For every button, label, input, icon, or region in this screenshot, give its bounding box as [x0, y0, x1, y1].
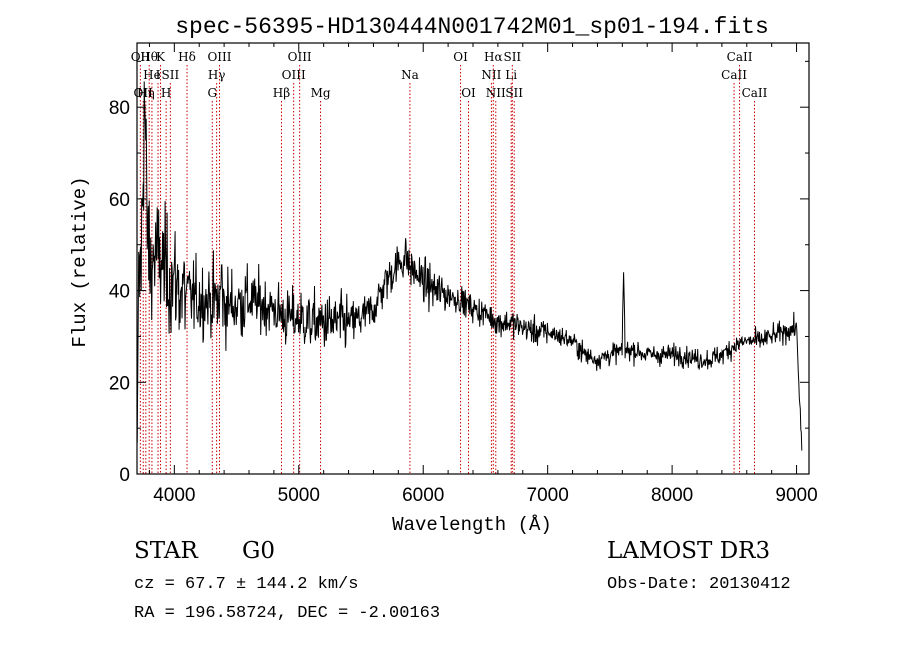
redshift-velocity: cz = 67.7 ± 144.2 km/s	[134, 575, 359, 594]
line-marker-label: Hα	[484, 50, 503, 64]
y-tick-label: 60	[109, 190, 130, 211]
line-marker-label: NII	[481, 68, 501, 82]
line-marker-label: Hδ	[178, 50, 196, 64]
line-marker-label: Mg	[311, 86, 331, 100]
line-marker-label: He	[143, 68, 161, 82]
line-marker-label: Hη	[137, 86, 155, 100]
survey-name: LAMOST DR3	[607, 538, 771, 564]
y-axis-label: Flux (relative)	[69, 176, 91, 347]
x-tick-label: 6000	[402, 485, 444, 506]
line-marker-label: OII	[134, 86, 154, 100]
line-marker-label: OI	[453, 50, 468, 64]
observation-date: Obs-Date: 20130412	[607, 575, 791, 594]
emission-line-markers: OIIOIIHηHθHeIKHSIIHδGHγOIIIHβOIIIOIIIMgN…	[131, 50, 768, 474]
line-marker-label: Hθ	[140, 50, 158, 64]
spectrum-line	[136, 81, 803, 451]
line-marker-label: CaII	[721, 68, 747, 82]
x-tick-label: 7000	[527, 485, 569, 506]
line-marker-label: CaII	[742, 86, 768, 100]
chart-title: spec-56395-HD130444N001742M01_sp01-194.f…	[175, 14, 769, 40]
x-tick-label: 8000	[651, 485, 693, 506]
line-marker-label: I	[156, 68, 161, 82]
coordinates: RA = 196.58724, DEC = -2.00163	[134, 604, 441, 623]
line-marker-label: Na	[401, 68, 419, 82]
y-tick-label: 20	[109, 373, 130, 394]
line-marker-label: G	[207, 86, 217, 100]
x-tick-label: 5000	[278, 485, 320, 506]
line-marker-label: Li	[505, 68, 517, 82]
line-marker-label: OIII	[207, 50, 231, 64]
line-marker-label: OIII	[282, 68, 306, 82]
x-tick-label: 4000	[153, 485, 195, 506]
y-tick-label: 80	[109, 98, 130, 119]
line-marker-label: OIII	[288, 50, 312, 64]
line-marker-label: OI	[461, 86, 476, 100]
object-subclass: G0	[242, 538, 276, 564]
line-marker-label: OII	[131, 50, 151, 64]
y-tick-label: 0	[119, 465, 130, 486]
axes: 4000 5000 6000 7000 8000 9000 0 20 40 60 80	[109, 43, 818, 506]
y-tick-label: 40	[109, 282, 130, 303]
line-marker-label: NII	[486, 86, 506, 100]
x-tick-label: 9000	[775, 485, 817, 506]
line-marker-label: SII	[161, 68, 179, 82]
line-marker-label: CaII	[727, 50, 753, 64]
line-marker-label: Hβ	[273, 86, 290, 100]
line-marker-label: SII	[503, 50, 521, 64]
line-marker-label: SII	[505, 86, 523, 100]
line-marker-label: H	[161, 86, 171, 100]
spectrum-plot	[136, 81, 803, 451]
plot-frame	[136, 42, 810, 475]
line-marker-label: K	[156, 50, 166, 64]
object-class: STAR	[134, 538, 198, 564]
x-axis-label: Wavelength (Å)	[392, 514, 552, 536]
line-marker-label: Hγ	[208, 68, 226, 82]
